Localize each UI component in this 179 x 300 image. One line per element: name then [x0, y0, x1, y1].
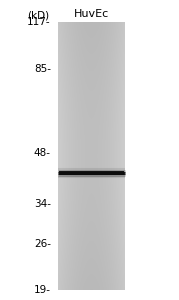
Text: 48-: 48- — [34, 148, 51, 158]
Text: 117-: 117- — [27, 17, 51, 27]
Text: 34-: 34- — [34, 199, 51, 209]
Text: HuvEc: HuvEc — [74, 9, 109, 19]
Text: 26-: 26- — [34, 239, 51, 249]
Text: 19-: 19- — [34, 285, 51, 295]
Text: (kD): (kD) — [27, 11, 49, 20]
Text: 85-: 85- — [34, 64, 51, 74]
